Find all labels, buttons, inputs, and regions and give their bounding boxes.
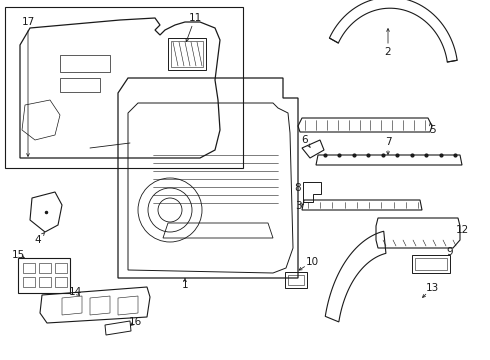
- Text: 11: 11: [188, 13, 201, 23]
- Text: 8: 8: [294, 183, 301, 193]
- Text: 7: 7: [385, 137, 392, 147]
- Text: 14: 14: [69, 287, 82, 297]
- Text: 16: 16: [128, 317, 142, 327]
- Text: 6: 6: [302, 135, 308, 145]
- Text: 10: 10: [305, 257, 318, 267]
- Text: 13: 13: [425, 283, 439, 293]
- Text: 3: 3: [294, 201, 301, 211]
- Text: 2: 2: [385, 47, 392, 57]
- Text: 5: 5: [429, 125, 435, 135]
- Text: 17: 17: [22, 17, 35, 27]
- Text: 15: 15: [11, 250, 24, 260]
- Text: 1: 1: [182, 280, 188, 290]
- Text: 12: 12: [455, 225, 468, 235]
- Text: 4: 4: [35, 235, 41, 245]
- Text: 9: 9: [447, 247, 453, 257]
